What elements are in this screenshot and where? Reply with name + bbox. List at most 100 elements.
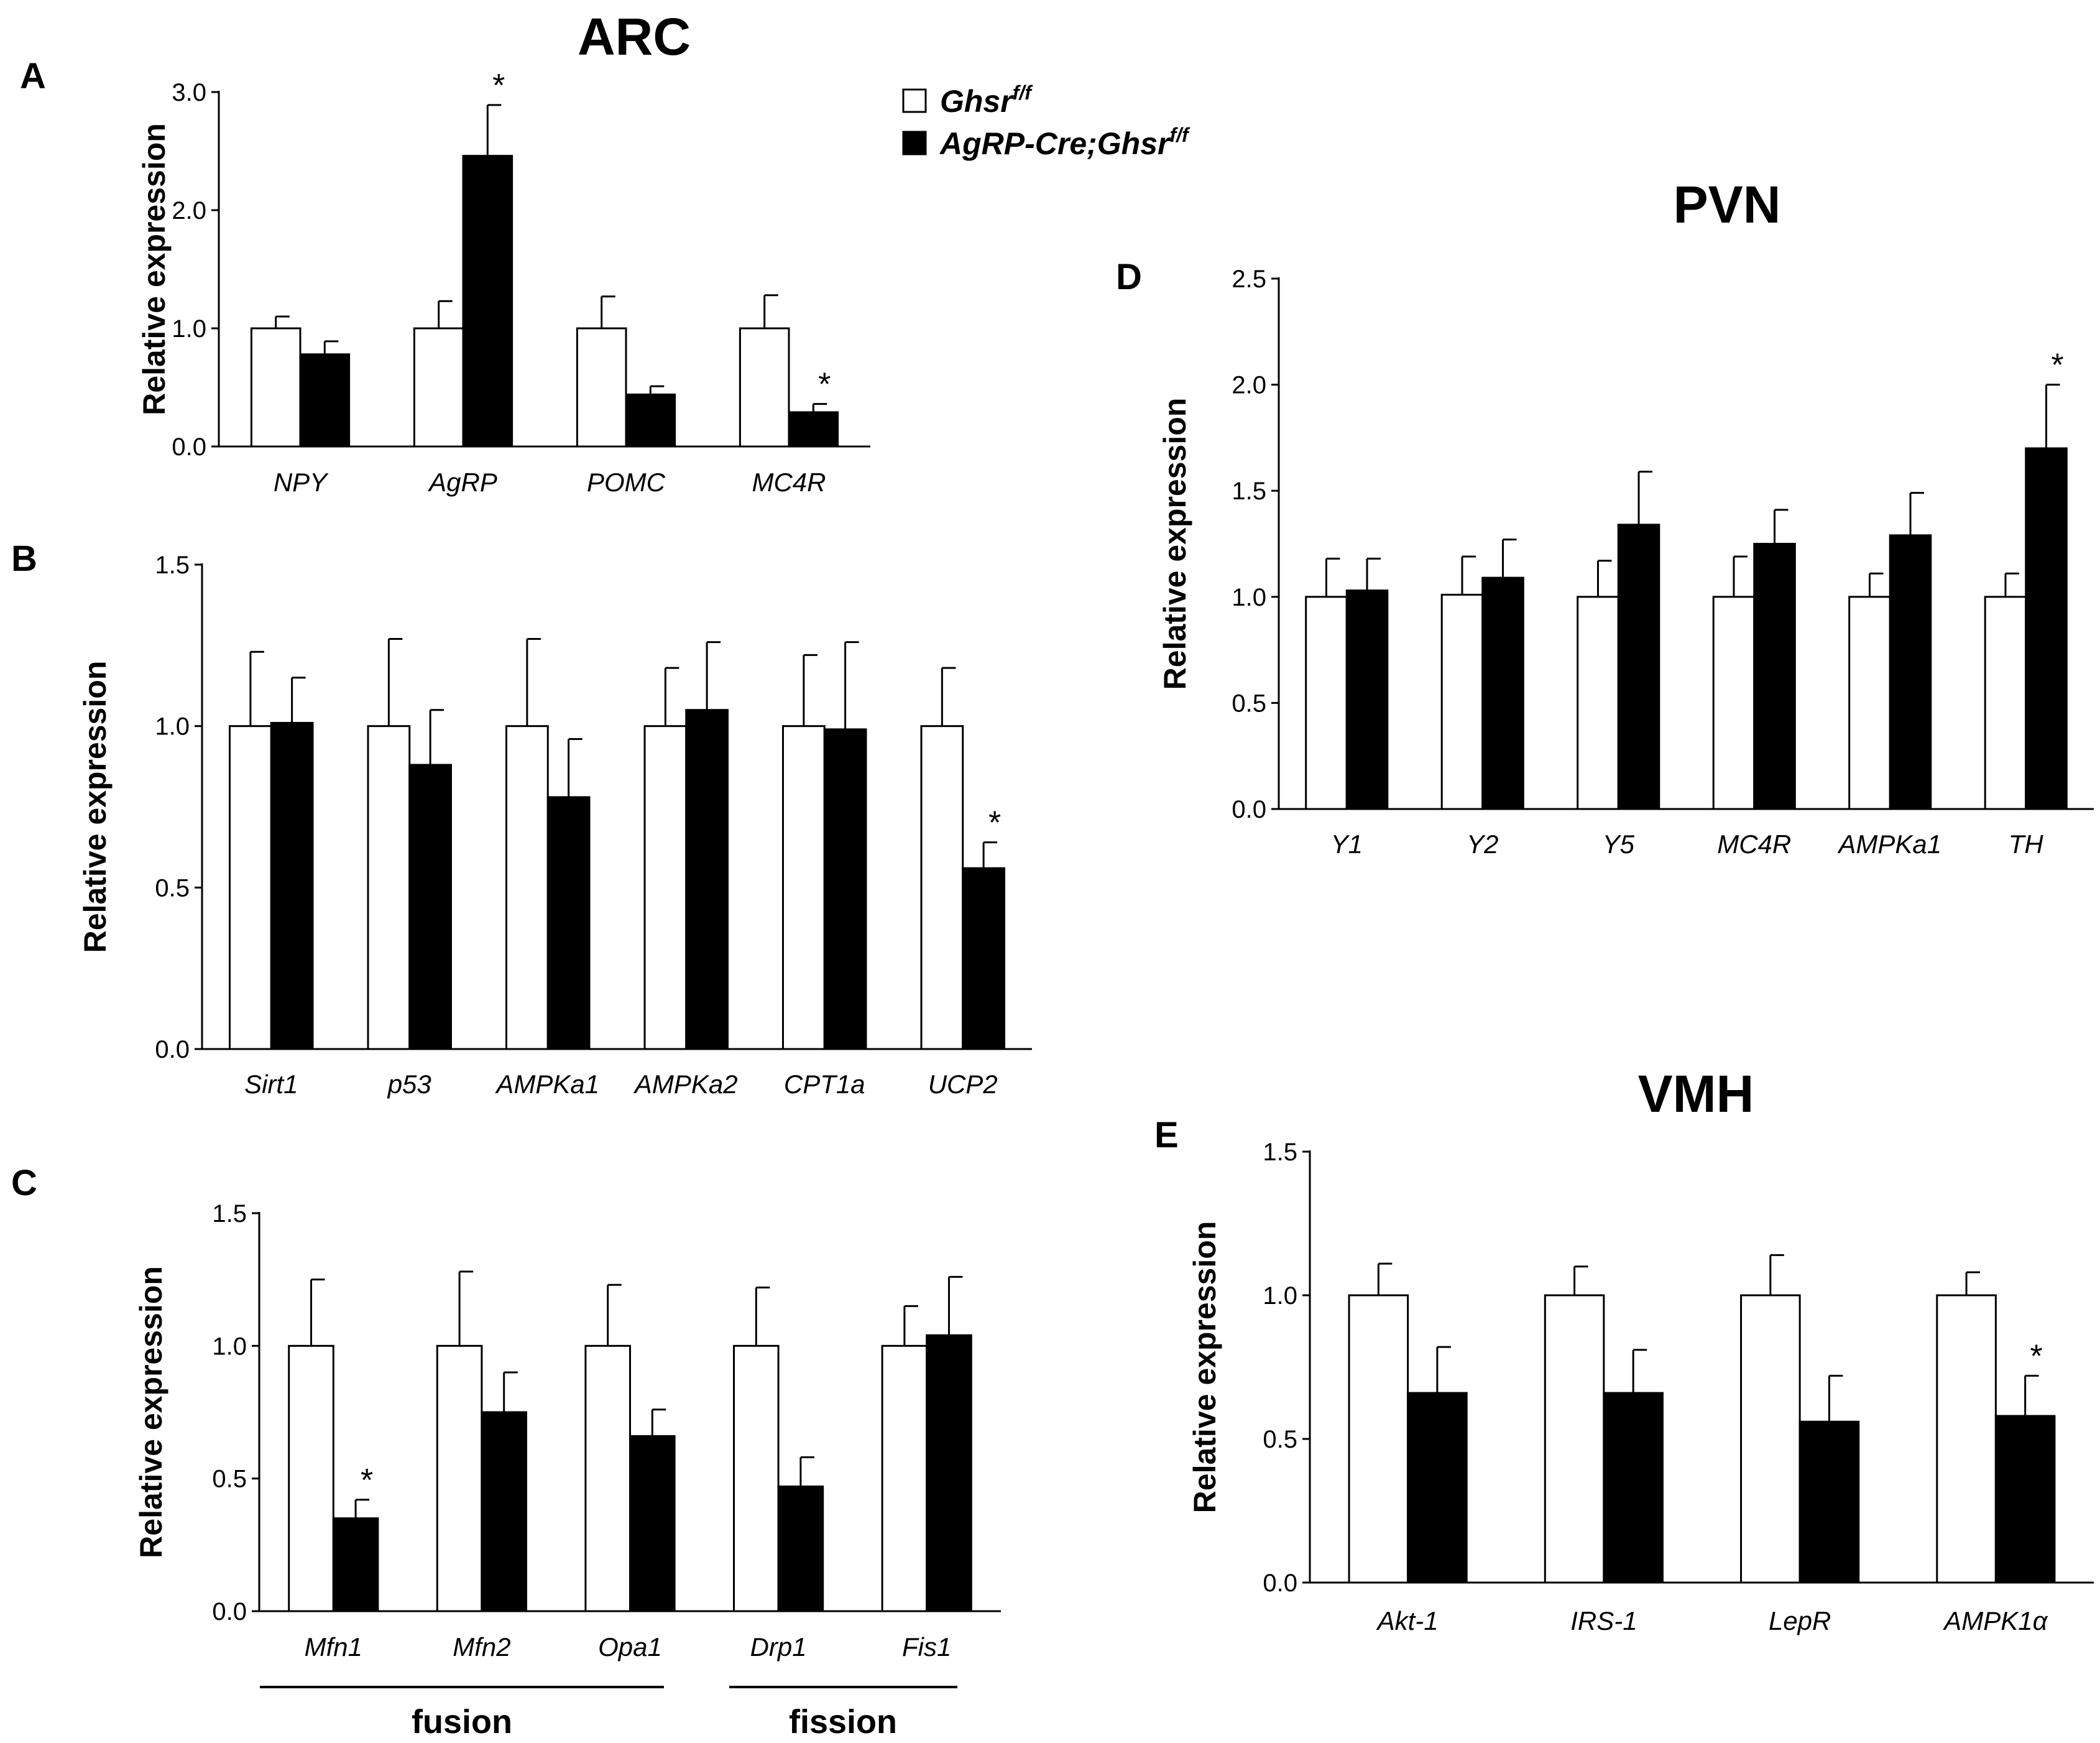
section-title-arc: ARC	[578, 7, 691, 66]
y-tick-label: 1.0	[1232, 584, 1266, 611]
bar-control	[229, 725, 272, 1050]
significance-marker: *	[492, 68, 505, 104]
category-label: Fis1	[902, 1632, 951, 1662]
bar-control	[250, 327, 302, 448]
significance-marker: *	[818, 367, 831, 403]
significance-marker: *	[2051, 348, 2063, 384]
bar-control	[1848, 596, 1891, 810]
bar-control	[1440, 593, 1484, 810]
y-tick-label: 2.0	[172, 197, 206, 224]
y-tick-label: 2.5	[1232, 266, 1266, 293]
bar-ko	[2025, 447, 2068, 810]
panel-letter-e: E	[1154, 1115, 1179, 1155]
bar-control	[436, 1344, 483, 1612]
y-tick-label: 0.0	[1232, 796, 1266, 823]
y-tick-label: 0.5	[1263, 1426, 1297, 1453]
significance-marker: *	[361, 1463, 373, 1499]
bar-ko	[625, 393, 676, 448]
y-tick-label: 1.0	[172, 315, 206, 343]
category-label: p53	[387, 1070, 431, 1099]
y-tick-label: 1.5	[1263, 1139, 1297, 1166]
panel-letter-a: A	[20, 56, 46, 96]
y-tick-label: 1.0	[155, 713, 190, 741]
section-title-vmh: VMH	[1638, 1065, 1754, 1123]
bar-ko	[1603, 1392, 1664, 1584]
legend-label-ko: AgRP-Cre;Ghsrf/f	[939, 124, 1190, 161]
category-label: Y5	[1603, 830, 1635, 859]
category-label: MC4R	[752, 468, 826, 497]
bar-ko	[270, 721, 314, 1050]
panel-letter-b: B	[11, 539, 37, 579]
category-label: LepR	[1769, 1606, 1831, 1635]
y-axis-label: Relative expression	[137, 123, 172, 415]
chart-panel-c: 0.0 0.5 1.0 1.5 Relative expression * Mfn1 Mfn2…	[134, 1200, 1001, 1662]
bar-control	[1984, 596, 2027, 810]
legend-swatch-control	[902, 88, 927, 113]
y-tick-label: 1.0	[212, 1333, 247, 1360]
bar-control	[288, 1344, 334, 1612]
y-tick-label: 0.5	[155, 874, 190, 902]
y-tick-label: 0.5	[212, 1466, 247, 1493]
bar-control	[1936, 1294, 1997, 1584]
y-tick-label: 1.0	[1263, 1282, 1297, 1310]
y-tick-label: 1.5	[1232, 478, 1266, 505]
category-label: Y1	[1331, 830, 1363, 859]
fusion-label: fusion	[412, 1703, 512, 1741]
y-tick-label: 1.5	[155, 552, 190, 579]
bar-ko	[777, 1485, 824, 1612]
bar-ko	[299, 353, 351, 448]
y-axis-label: Relative expression	[78, 661, 113, 953]
y-tick-label: 0.0	[1263, 1570, 1297, 1597]
bar-control	[1740, 1294, 1801, 1584]
category-label: POMC	[587, 468, 666, 497]
category-label: NPY	[274, 468, 329, 497]
y-axis-label: Relative expression	[134, 1266, 168, 1558]
bar-control	[1712, 596, 1756, 810]
y-axis-label: Relative expression	[1158, 398, 1192, 690]
y-tick-label: 3.0	[172, 79, 206, 106]
bar-control	[584, 1344, 631, 1612]
bar-control	[733, 1344, 780, 1612]
section-title-pvn: PVN	[1674, 175, 1781, 234]
bar-ko	[408, 764, 452, 1050]
y-tick-label: 0.5	[1232, 690, 1266, 717]
bar-ko	[926, 1334, 972, 1612]
bar-control	[920, 725, 964, 1050]
bar-control	[1544, 1294, 1605, 1584]
chart-panel-e: 0.0 0.5 1.0 1.5 Relative expression Akt-1 IRS-…	[1187, 1139, 2094, 1635]
bar-ko	[1753, 543, 1796, 810]
category-label: UCP2	[928, 1070, 998, 1099]
category-label: Mfn2	[453, 1632, 510, 1662]
category-label: IRS-1	[1570, 1606, 1637, 1635]
bar-ko	[1994, 1415, 2056, 1584]
bar-control	[1305, 596, 1348, 810]
bar-ko	[481, 1411, 527, 1612]
bar-ko	[788, 411, 839, 448]
legend: Ghsrf/f AgRP-Cre;Ghsrf/f	[902, 81, 1190, 161]
bar-ko	[1345, 589, 1389, 810]
panel-letter-c: C	[11, 1163, 37, 1203]
category-label: AMPKa1	[1836, 830, 1941, 859]
category-label: AMPK1α	[1942, 1606, 2048, 1635]
bar-ko	[546, 796, 591, 1050]
bar-ko	[1481, 576, 1524, 810]
bar-ko	[962, 867, 1005, 1050]
bar-ko	[462, 155, 513, 448]
bar-control	[881, 1344, 928, 1612]
bar-ko	[1889, 534, 1932, 810]
panel-letter-d: D	[1116, 257, 1142, 297]
y-tick-label: 0.0	[172, 433, 206, 461]
bar-ko	[685, 709, 729, 1050]
bar-control	[1577, 596, 1619, 810]
category-label: Drp1	[750, 1632, 807, 1662]
bar-ko	[1617, 524, 1660, 810]
bar-control	[782, 725, 826, 1050]
legend-label-control: Ghsrf/f	[940, 81, 1033, 119]
y-tick-label: 0.0	[155, 1036, 190, 1063]
category-label: Y2	[1467, 830, 1498, 859]
chart-panel-d: 0.0 0.5 1.0 1.5 2.0 2.5 Relative expression Y1 Y…	[1158, 266, 2094, 859]
bar-control	[739, 327, 790, 448]
y-tick-label: 1.5	[212, 1200, 247, 1227]
